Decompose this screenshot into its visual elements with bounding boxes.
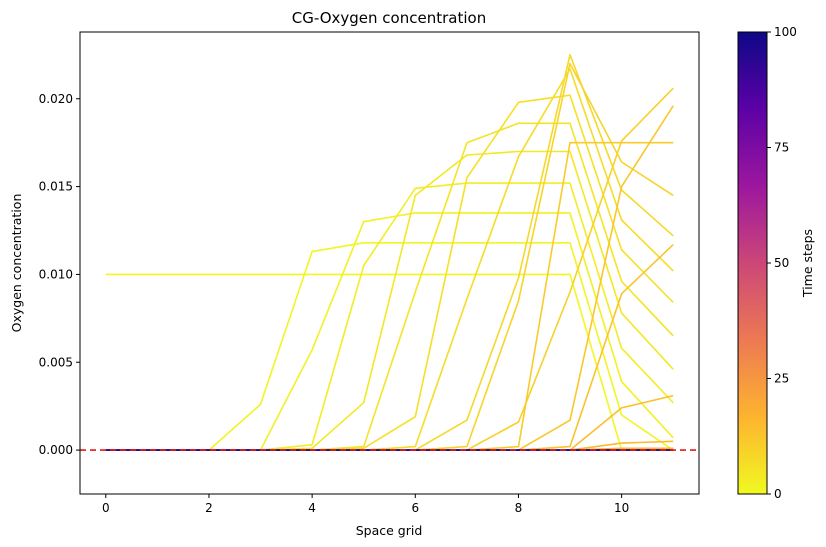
series-line-t13 [105, 244, 674, 451]
series-line-t0 [105, 273, 674, 451]
series-layer [105, 53, 674, 451]
y-tick-label: 0.010 [39, 267, 73, 281]
x-tick-label: 4 [308, 501, 316, 515]
colorbar-ticks: 0 25 50 75 100 [767, 25, 797, 501]
x-axis-ticks: 0 2 4 6 8 10 [102, 494, 629, 515]
x-tick-label: 6 [411, 501, 419, 515]
y-axis-ticks: 0.000 0.005 0.010 0.015 0.020 [39, 92, 80, 457]
colorbar-label: Time steps [800, 229, 815, 298]
series-line-t3 [105, 182, 674, 451]
series-line-t2 [105, 212, 674, 451]
colorbar: 0 25 50 75 100 Time steps [737, 25, 815, 501]
colorbar-tick-label: 100 [774, 25, 797, 39]
chart-title: CG-Oxygen concentration [292, 9, 486, 27]
colorbar-tick-label: 0 [774, 487, 782, 501]
colorbar-tick-label: 50 [774, 256, 789, 270]
series-line-t5 [105, 122, 674, 451]
x-axis-label: Space grid [356, 523, 423, 538]
y-tick-label: 0.000 [39, 443, 73, 457]
colorbar-tick-label: 25 [774, 372, 789, 386]
y-tick-label: 0.015 [39, 180, 73, 194]
y-tick-label: 0.005 [39, 355, 73, 369]
x-tick-label: 10 [614, 501, 629, 515]
y-tick-label: 0.020 [39, 92, 73, 106]
series-line-t14 [105, 394, 674, 451]
plot-frame [79, 31, 700, 495]
colorbar-gradient [737, 31, 768, 495]
x-tick-label: 8 [515, 501, 523, 515]
colorbar-tick-label: 75 [774, 141, 789, 155]
x-tick-label: 0 [102, 501, 110, 515]
x-tick-label: 2 [205, 501, 213, 515]
series-line-t12 [105, 105, 674, 451]
y-axis-label: Oxygen concentration [9, 194, 24, 333]
